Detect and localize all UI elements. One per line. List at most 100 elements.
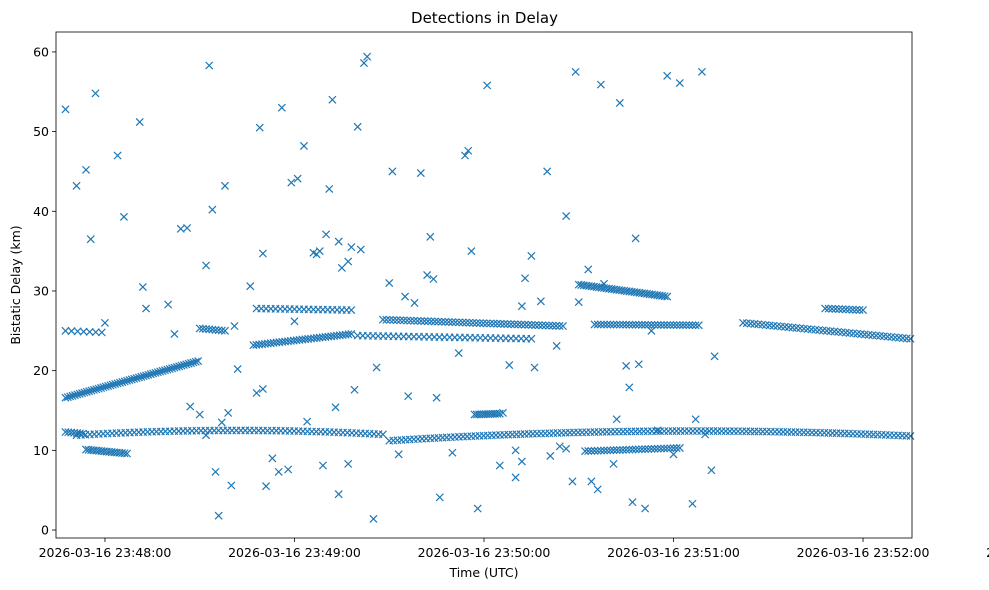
data-point (511, 473, 520, 482)
data-point (385, 278, 394, 288)
data-point (434, 317, 443, 326)
data-point (524, 320, 533, 329)
data-point (534, 321, 543, 330)
data-point (268, 454, 277, 463)
data-point (388, 167, 397, 176)
data-point (520, 320, 529, 329)
data-point (458, 318, 467, 327)
y-tick-label: 60 (33, 44, 49, 59)
data-point (669, 450, 678, 459)
data-point (653, 320, 662, 329)
data-point (631, 234, 640, 243)
data-point (205, 61, 214, 70)
data-point (503, 320, 512, 329)
data-point (527, 334, 536, 343)
data-point (61, 393, 70, 402)
x-axis: 2026-03-16 23:48:00 2026-03-16 23:49:00 20… (39, 538, 989, 560)
data-point (675, 443, 684, 452)
x-axis-label: Time (UTC) (448, 565, 518, 580)
data-point (347, 329, 356, 339)
data-point (198, 324, 207, 333)
data-point (694, 321, 703, 330)
data-point (183, 224, 192, 233)
data-point (600, 320, 609, 329)
data-point (67, 327, 76, 336)
data-point (404, 392, 413, 401)
data-point (615, 445, 624, 454)
data-point (701, 430, 710, 439)
data-point (609, 459, 618, 468)
data-point (99, 383, 108, 392)
data-point (427, 317, 436, 326)
data-point (625, 320, 634, 329)
data-point (538, 321, 547, 330)
data-point (845, 305, 854, 314)
data-point (527, 251, 536, 260)
data-point (625, 445, 634, 454)
data-point (441, 317, 450, 326)
data-point (543, 167, 552, 176)
data-point (217, 326, 226, 335)
data-point (91, 89, 100, 98)
data-point (141, 304, 151, 313)
data-point (465, 318, 474, 327)
data-point (94, 384, 103, 393)
data-point (252, 388, 261, 397)
data-point (448, 318, 457, 327)
data-point (710, 352, 719, 361)
data-point (444, 317, 453, 327)
data-point (467, 247, 476, 256)
data-point (587, 446, 596, 455)
data-point (628, 320, 637, 329)
data-point (258, 384, 267, 394)
data-point (653, 426, 662, 435)
y-axis: 0 10 20 30 40 50 60 (33, 44, 56, 538)
data-point (660, 320, 669, 329)
data-point (552, 341, 561, 350)
data-point (513, 320, 522, 329)
data-point (205, 325, 214, 334)
data-point (72, 181, 81, 190)
data-point (186, 402, 195, 411)
data-point (81, 165, 91, 174)
data-point (429, 274, 438, 284)
data-point (165, 364, 174, 373)
data-point (372, 363, 381, 372)
data-point (517, 320, 526, 329)
data-point (653, 444, 662, 453)
data-point (482, 319, 491, 328)
data-point (255, 123, 264, 132)
data-point (852, 305, 861, 314)
data-point (510, 320, 519, 329)
data-point (87, 386, 96, 395)
data-point (85, 387, 94, 396)
data-point (495, 461, 504, 470)
data-point (562, 444, 571, 453)
data-point (92, 385, 101, 394)
data-point (138, 282, 147, 292)
data-point (650, 444, 659, 453)
data-point (622, 445, 631, 454)
data-point (678, 321, 688, 330)
data-point (158, 366, 167, 375)
data-point (483, 81, 492, 90)
data-point (80, 388, 89, 397)
y-axis-label: Bistatic Delay (km) (8, 225, 23, 344)
data-point (410, 316, 419, 325)
data-point (134, 373, 143, 382)
data-point (568, 477, 577, 486)
data-point (451, 318, 460, 327)
data-point (656, 320, 665, 329)
data-point (590, 320, 599, 329)
data-point (596, 80, 605, 89)
data-point (644, 320, 653, 329)
data-point (536, 297, 545, 306)
data-point (546, 451, 555, 460)
data-point (552, 321, 561, 330)
data-point (521, 274, 530, 283)
data-point (496, 319, 505, 328)
data-point (233, 365, 242, 374)
data-point (202, 325, 211, 334)
data-point (284, 465, 293, 474)
